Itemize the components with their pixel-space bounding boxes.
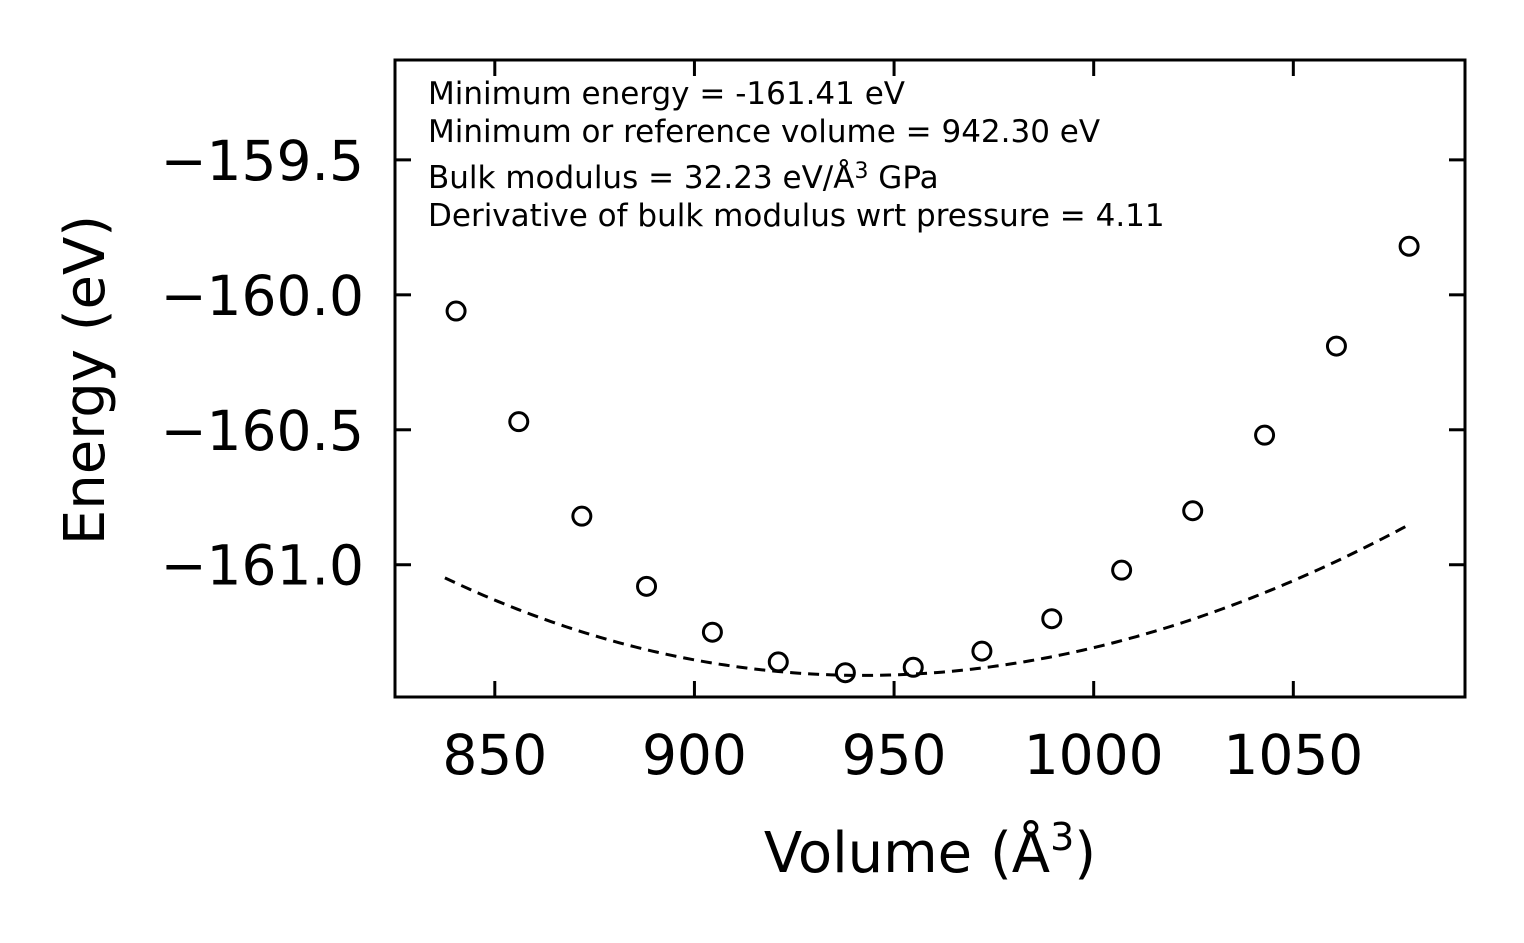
data-point xyxy=(1182,500,1204,522)
x-tick-label: 1050 xyxy=(1223,723,1363,787)
y-tick-label: −160.0 xyxy=(160,264,364,328)
data-point xyxy=(636,575,658,597)
annotation-min-energy: Minimum energy = -161.41 eV xyxy=(428,76,905,112)
data-point xyxy=(902,656,924,678)
y-axis-label: Energy (eV) xyxy=(53,215,118,545)
annotation-bulk-modulus: Bulk modulus = 32.23 eV/Å3 GPa xyxy=(428,159,939,196)
annotation-bulk-derivative: Derivative of bulk modulus wrt pressure … xyxy=(428,198,1165,234)
x-tick-label: 1000 xyxy=(1024,723,1164,787)
y-tick-label: −159.5 xyxy=(160,129,364,193)
data-point xyxy=(1325,335,1347,357)
data-point xyxy=(1111,559,1133,581)
data-point xyxy=(701,621,723,643)
data-point xyxy=(1398,235,1420,257)
x-axis-label: Volume (Å3) xyxy=(764,815,1096,886)
bulk-modulus-text: Bulk modulus = 32.23 eV/Å xyxy=(428,160,854,196)
y-tick-label: −160.5 xyxy=(160,399,364,463)
annotation-min-volume: Minimum or reference volume = 942.30 eV xyxy=(428,114,1100,150)
x-tick-label: 850 xyxy=(442,723,547,787)
x-axis-label-superscript: 3 xyxy=(1050,815,1074,859)
x-axis-label-close: ) xyxy=(1074,821,1096,886)
y-ticks: −159.5 −160.0 −160.5 −161.0 xyxy=(160,129,1465,598)
data-point xyxy=(571,505,593,527)
data-point xyxy=(1041,608,1063,630)
bulk-modulus-superscript: 3 xyxy=(854,159,868,184)
x-ticks: 850 900 950 1000 1050 xyxy=(442,60,1363,787)
data-point xyxy=(445,300,467,322)
x-tick-label: 900 xyxy=(642,723,747,787)
data-points-layer xyxy=(445,235,1420,684)
x-axis-label-text: Volume (Å xyxy=(764,820,1050,886)
fit-line xyxy=(444,522,1412,677)
data-point xyxy=(834,662,856,684)
data-point xyxy=(971,640,993,662)
y-tick-label: −161.0 xyxy=(160,534,364,598)
plot-frame xyxy=(393,58,1467,699)
data-point xyxy=(1254,424,1276,446)
fit-curve-layer xyxy=(444,522,1412,677)
data-point xyxy=(508,411,530,433)
x-tick-label: 950 xyxy=(842,723,947,787)
bulk-modulus-suffix: GPa xyxy=(868,160,938,196)
data-point xyxy=(767,651,789,673)
